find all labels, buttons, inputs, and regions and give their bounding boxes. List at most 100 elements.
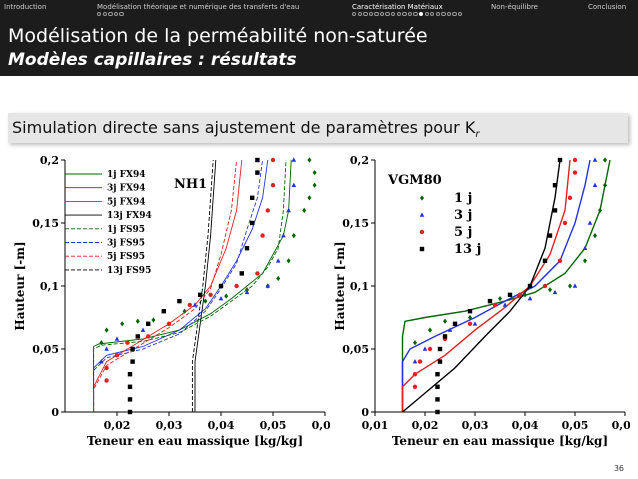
progress-dot[interactable]: [113, 12, 119, 17]
data-point: [99, 359, 104, 364]
progress-dot[interactable]: [424, 12, 429, 17]
data-point: [130, 359, 135, 364]
series-line: [191, 159, 214, 412]
block-title: Simulation directe sans ajustement de pa…: [12, 118, 479, 140]
progress-dot[interactable]: [363, 12, 368, 17]
chart-label: VGM80: [387, 173, 442, 188]
legend-marker: [419, 246, 425, 252]
data-point: [502, 302, 508, 307]
series-line: [401, 159, 571, 412]
nav-modelisation[interactable]: Modélisation théorique et numérique des …: [97, 3, 300, 11]
progress-dot[interactable]: [374, 12, 379, 17]
data-point: [224, 293, 229, 299]
progress-dot[interactable]: [97, 12, 102, 17]
progress-dot[interactable]: [108, 12, 113, 17]
data-point: [127, 372, 133, 377]
data-point: [587, 220, 593, 225]
data-point: [567, 195, 573, 200]
data-point: [592, 157, 598, 162]
chart-label: NH1: [174, 177, 207, 192]
data-point: [435, 409, 440, 415]
series-line: [401, 159, 611, 412]
data-point: [422, 346, 428, 351]
data-point: [527, 296, 533, 301]
progress-dots-modelisation[interactable]: [97, 12, 124, 17]
progress-dot[interactable]: [391, 12, 396, 17]
data-point: [442, 334, 448, 339]
data-point: [146, 321, 151, 326]
data-point: [127, 397, 133, 402]
progress-dot[interactable]: [441, 12, 446, 17]
series-line: [194, 159, 217, 412]
data-point: [542, 258, 548, 263]
legend-marker: [419, 212, 425, 217]
x-tick-label: 0,06: [312, 419, 330, 432]
series-line: [402, 159, 561, 413]
data-point: [99, 340, 104, 346]
data-point: [286, 258, 291, 264]
nav-caracterisation[interactable]: Caractérisation Matériaux: [352, 3, 443, 11]
nav-non-equilibre[interactable]: Non-équilibre: [491, 3, 538, 11]
data-point: [517, 292, 523, 298]
y-axis-label: Hauteur [-m]: [333, 241, 347, 330]
progress-dot[interactable]: [413, 12, 418, 17]
y-tick-label: 0,05: [32, 343, 59, 356]
progress-dots-caracterisation[interactable]: [352, 12, 463, 17]
nav-conclusion[interactable]: Conclusion: [588, 3, 627, 11]
series-line: [93, 159, 269, 412]
data-point: [498, 296, 502, 302]
data-point: [198, 292, 203, 298]
series-line: [93, 159, 243, 412]
legend-label: 3 j: [454, 208, 472, 223]
x-tick-label: 0,02: [412, 419, 439, 432]
progress-dot[interactable]: [385, 12, 390, 17]
legend-label: 13j FX94: [107, 211, 152, 221]
data-point: [427, 346, 433, 352]
progress-dot[interactable]: [352, 12, 357, 17]
progress-dot[interactable]: [119, 12, 124, 17]
data-point: [568, 283, 572, 289]
data-point: [492, 302, 498, 308]
data-point: [255, 271, 260, 276]
progress-dot[interactable]: [368, 12, 374, 17]
progress-dot[interactable]: [457, 12, 463, 17]
progress-dot[interactable]: [418, 12, 424, 17]
data-point: [104, 327, 109, 333]
data-point: [572, 283, 578, 288]
progress-dot[interactable]: [379, 12, 385, 17]
data-point: [468, 314, 472, 321]
progress-dot[interactable]: [430, 12, 435, 17]
data-point: [467, 321, 473, 326]
data-point: [307, 157, 312, 163]
y-tick-label: 0,2: [350, 154, 369, 167]
nav-introduction[interactable]: Introduction: [4, 3, 47, 11]
progress-dot[interactable]: [357, 12, 362, 17]
series-line: [93, 159, 264, 412]
data-point: [244, 246, 250, 251]
progress-dot[interactable]: [407, 12, 413, 17]
x-tick-label: 0,04: [512, 419, 539, 432]
data-point: [244, 289, 250, 295]
progress-dot[interactable]: [402, 12, 407, 17]
progress-dot[interactable]: [435, 12, 441, 17]
data-point: [250, 220, 255, 226]
legend-label: 3j FS95: [107, 239, 145, 249]
progress-dot[interactable]: [396, 12, 402, 17]
data-point: [270, 157, 276, 163]
data-point: [452, 321, 458, 326]
data-point: [234, 283, 239, 289]
legend-label: 5 j: [454, 225, 472, 240]
progress-dot[interactable]: [102, 12, 107, 17]
data-point: [140, 327, 146, 332]
x-axis-label: Teneur en eau massique [kg/kg]: [392, 434, 608, 448]
y-tick-label: 0,05: [342, 343, 369, 356]
data-point: [135, 334, 140, 339]
data-point: [552, 183, 558, 188]
legend-label: 13 j: [454, 242, 481, 257]
data-point: [593, 233, 597, 239]
progress-dot[interactable]: [446, 12, 452, 17]
progress-dot[interactable]: [452, 12, 457, 17]
data-point: [239, 271, 244, 276]
data-point: [523, 292, 527, 298]
data-point: [291, 182, 297, 187]
